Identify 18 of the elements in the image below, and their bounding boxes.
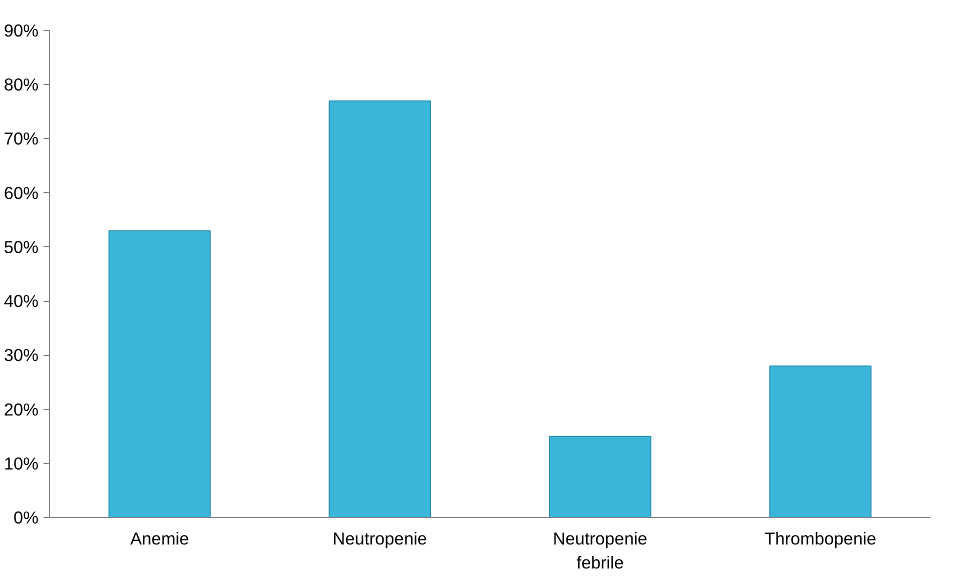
y-tick-label: 0% bbox=[13, 508, 38, 528]
x-tick-label: Thrombopenie bbox=[764, 528, 876, 548]
y-tick-label: 20% bbox=[4, 399, 39, 420]
x-tick-label: Neutropenie bbox=[332, 528, 428, 548]
x-tick-label: Neutropenie febrile bbox=[552, 528, 648, 572]
x-tick-label: Anemie bbox=[130, 528, 190, 548]
bar bbox=[328, 100, 432, 518]
y-tick-label: 70% bbox=[4, 128, 39, 149]
y-tick-label: 50% bbox=[4, 236, 39, 257]
bar bbox=[108, 230, 211, 518]
y-tick-label: 10% bbox=[4, 453, 39, 474]
y-tick-label: 80% bbox=[4, 74, 39, 95]
y-tick-label: 40% bbox=[4, 291, 39, 312]
bar bbox=[769, 365, 872, 518]
y-tick-label: 30% bbox=[4, 345, 39, 366]
bar bbox=[548, 436, 652, 518]
y-tick-label: 60% bbox=[4, 182, 39, 203]
y-tick-label: 90% bbox=[4, 20, 39, 40]
